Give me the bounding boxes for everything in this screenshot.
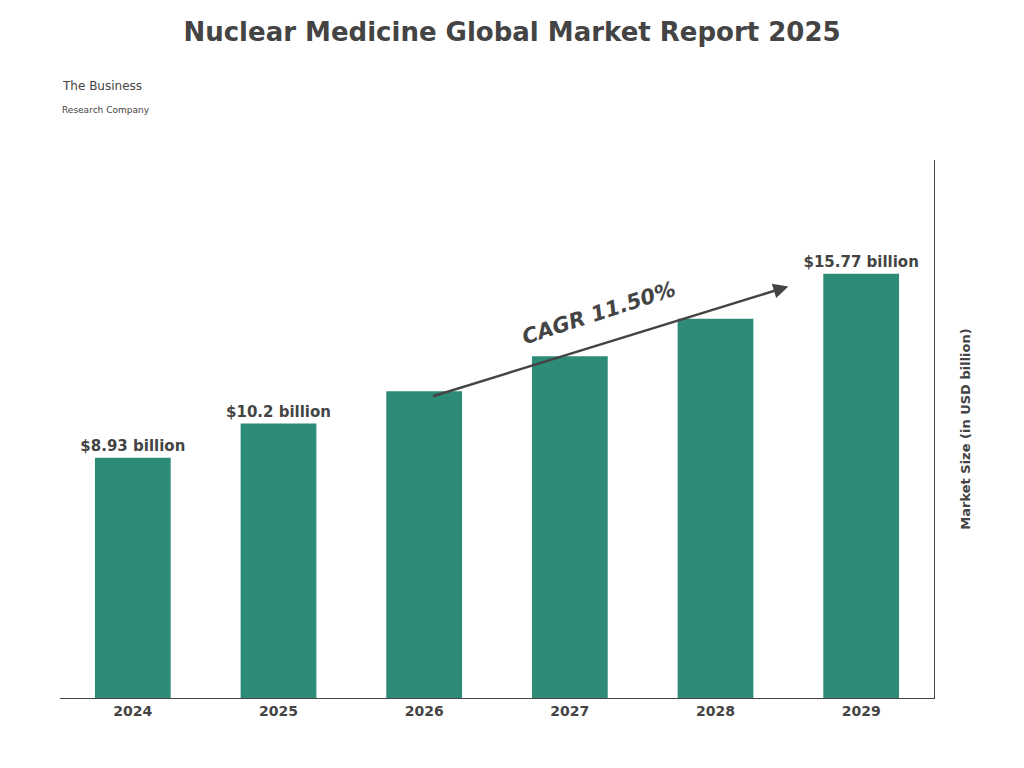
svg-text:$15.77 billion: $15.77 billion	[803, 253, 918, 271]
svg-text:Research Company: Research Company	[62, 105, 150, 115]
svg-text:2026: 2026	[405, 703, 444, 719]
svg-text:Market Size (in USD billion): Market Size (in USD billion)	[958, 328, 973, 529]
svg-text:2027: 2027	[550, 703, 589, 719]
svg-text:2029: 2029	[842, 703, 881, 719]
svg-text:CAGR 11.50%: CAGR 11.50%	[519, 277, 678, 349]
svg-text:2024: 2024	[113, 703, 152, 719]
svg-text:$8.93 billion: $8.93 billion	[80, 437, 185, 455]
svg-text:2028: 2028	[696, 703, 735, 719]
svg-text:The Business: The Business	[62, 79, 142, 93]
svg-text:Nuclear Medicine Global Market: Nuclear Medicine Global Market Report 20…	[183, 17, 840, 47]
svg-text:$10.2 billion: $10.2 billion	[226, 403, 331, 421]
svg-text:2025: 2025	[259, 703, 298, 719]
